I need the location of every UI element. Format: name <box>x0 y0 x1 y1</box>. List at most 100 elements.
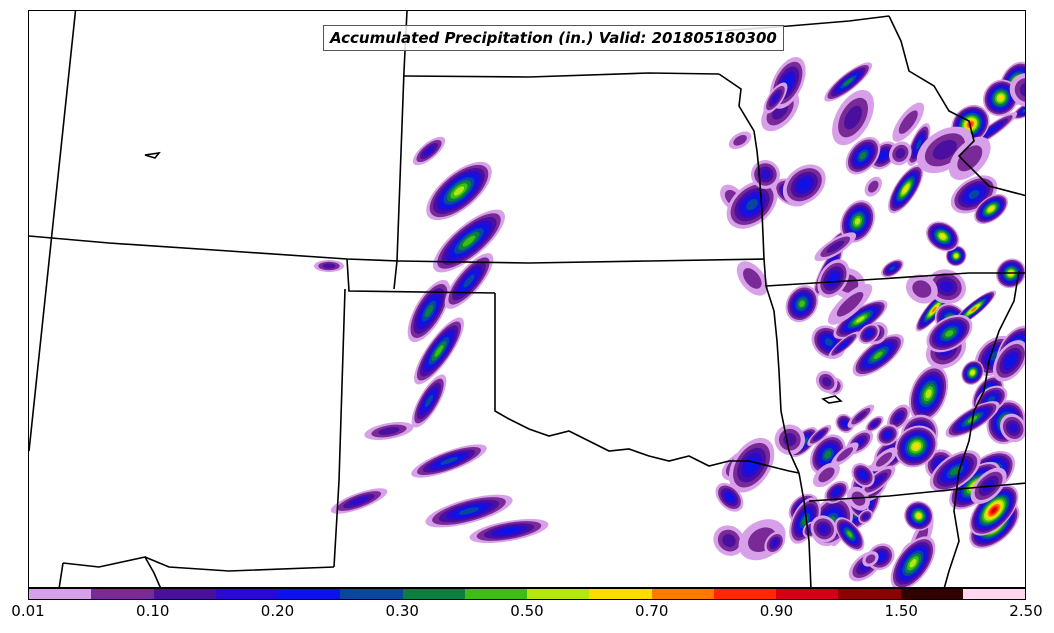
precip-contour <box>453 186 465 196</box>
precip-contour <box>991 507 997 514</box>
colorbar-segment <box>29 589 92 599</box>
precip-contour <box>872 475 884 486</box>
precip-contour <box>424 304 434 318</box>
border-tx-pan <box>62 556 161 587</box>
precip-contour <box>844 105 863 130</box>
precip-contour <box>940 234 946 239</box>
colorbar-tick-label: 2.50 <box>1009 602 1043 620</box>
precip-contour <box>847 531 853 538</box>
precip-contour <box>434 345 444 357</box>
precip-contour <box>839 341 849 349</box>
precip-contour <box>987 396 996 403</box>
precip-contour <box>925 389 932 399</box>
precip-contour <box>866 331 872 337</box>
precip-contour <box>940 280 954 293</box>
precip-contour <box>799 300 805 307</box>
colorbar-segment <box>838 589 901 599</box>
precip-contour <box>871 421 878 427</box>
precip-contour <box>855 411 867 422</box>
border-ne-north <box>403 72 720 78</box>
precipitation-field <box>314 57 1025 587</box>
state-borders <box>29 11 1025 587</box>
colorbar-segment <box>402 589 465 599</box>
colorbar-tick-label: 1.50 <box>884 602 918 620</box>
colorbar-segment <box>776 589 839 599</box>
precip-contour <box>1008 423 1018 433</box>
colorbar-segment <box>527 589 590 599</box>
precip-contour <box>916 139 922 150</box>
colorbar-tick-label: 0.90 <box>759 602 794 620</box>
colorbar-segment <box>215 589 278 599</box>
border-tx-west <box>58 562 64 587</box>
colorbar-segment <box>278 589 341 599</box>
border-co-north <box>29 235 400 262</box>
precip-contour <box>836 292 864 317</box>
precip-contour <box>970 306 977 312</box>
precip-contour <box>824 450 832 459</box>
colorbar-segment <box>340 589 403 599</box>
precip-contour <box>458 507 480 515</box>
border-mo-south <box>765 272 1025 287</box>
precip-contour <box>912 280 932 298</box>
precip-contour <box>859 471 867 479</box>
precip-contour <box>462 235 476 247</box>
precip-contour <box>931 306 937 313</box>
border-tx-south <box>144 556 335 572</box>
colorbar-tick-label: 0.01 <box>11 602 45 620</box>
colorbar-segment <box>91 589 154 599</box>
colorbar-segment <box>962 589 1025 599</box>
precip-contour <box>440 457 458 465</box>
precip-contour <box>970 370 975 375</box>
colorbar-tick-label: 0.50 <box>510 602 544 620</box>
precip-contour <box>771 92 780 104</box>
precip-contour <box>819 524 829 534</box>
colorbar-tick-label: 0.30 <box>385 602 419 620</box>
border-ia-east <box>888 15 1025 197</box>
colorbar <box>28 588 1026 600</box>
precip-contour <box>1014 77 1025 103</box>
precip-contour <box>733 135 747 146</box>
precip-contour <box>743 268 762 289</box>
colorbar-segment <box>589 589 652 599</box>
precip-contour <box>916 513 921 518</box>
border-ar-south <box>808 482 1025 502</box>
precip-contour <box>818 467 835 483</box>
precip-contour <box>877 553 885 561</box>
border-ne-south <box>398 258 765 264</box>
precip-contour <box>950 467 961 476</box>
precip-contour <box>913 443 920 450</box>
border-ks-ok <box>346 258 496 294</box>
precip-contour <box>875 452 893 467</box>
precip-contour <box>898 110 918 134</box>
precip-contour <box>856 316 865 323</box>
precip-contour <box>842 420 848 427</box>
precip-contour <box>879 151 888 160</box>
map-panel: Accumulated Precipitation (in.) Valid: 2… <box>28 10 1026 588</box>
border-ok-panhandle <box>494 293 800 474</box>
precip-contour <box>349 496 369 506</box>
border-nm-east <box>333 288 346 568</box>
border-ks-east <box>718 73 765 260</box>
precip-contour <box>865 554 876 564</box>
precip-contour <box>945 330 954 337</box>
precip-contour <box>909 559 917 568</box>
colorbar-segment <box>651 589 714 599</box>
precip-contour <box>895 148 906 159</box>
border-nm-az-west <box>29 11 77 452</box>
precip-contour <box>1019 82 1025 98</box>
precip-contour <box>463 274 475 288</box>
precip-contour <box>425 394 433 408</box>
precip-contour <box>988 206 994 212</box>
precip-contour <box>824 338 833 347</box>
precip-contour <box>932 139 957 160</box>
precip-contour <box>322 263 336 269</box>
precip-contour <box>954 254 958 258</box>
precip-contour <box>868 180 879 193</box>
precip-contour <box>863 514 869 519</box>
colorbar-segment <box>153 589 216 599</box>
precip-contour <box>498 527 520 535</box>
precip-contour <box>1005 355 1016 367</box>
colorbar-tick-label: 0.10 <box>136 602 170 620</box>
precip-contour <box>836 447 854 462</box>
colorbar-tick-label: 0.70 <box>635 602 669 620</box>
